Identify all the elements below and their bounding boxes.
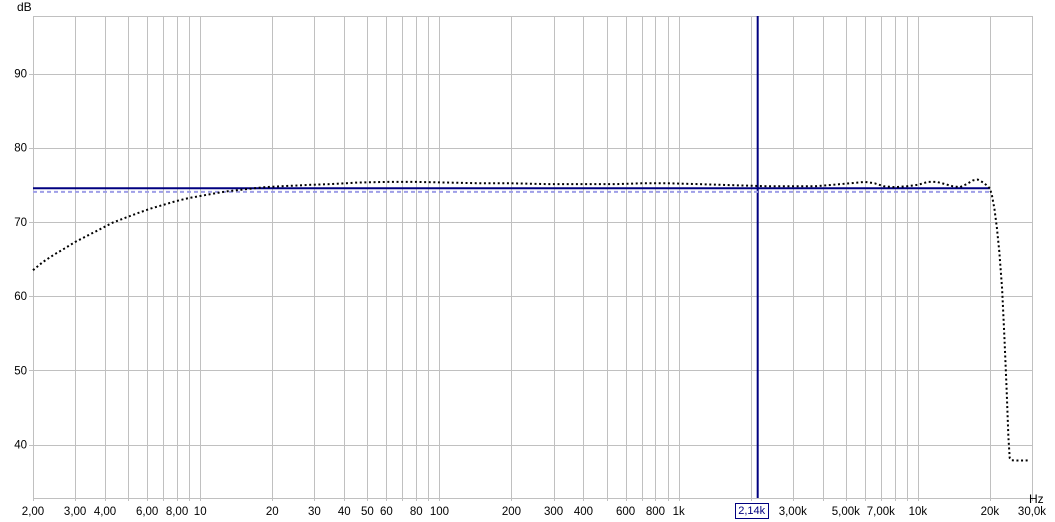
- y-tick-label: 40: [14, 440, 27, 452]
- x-tick-label: 6,00: [136, 506, 158, 518]
- x-tick-label: 2,00: [22, 506, 44, 518]
- x-tick-label: 30,0k: [1018, 506, 1046, 518]
- x-tick-label: 400: [574, 506, 593, 518]
- x-tick-label: 30: [308, 506, 321, 518]
- x-tick-label: 3,00: [64, 506, 86, 518]
- x-tick-label: 200: [502, 506, 521, 518]
- y-tick-label: 50: [14, 365, 27, 377]
- x-tick-label: 800: [646, 506, 665, 518]
- y-tick-label: 80: [14, 143, 27, 155]
- x-tick-label: 3,00k: [779, 506, 807, 518]
- x-tick-label: 100: [430, 506, 449, 518]
- x-tick-label: 80: [410, 506, 423, 518]
- grid: [29, 16, 1033, 501]
- tick-labels: 90 80 70 60 50 40 2,00 3,00 4,00 6,00 8,00 10 20 30 40…: [14, 69, 1046, 518]
- x-tick-label: 50: [361, 506, 374, 518]
- x-tick-label: 10k: [909, 506, 928, 518]
- x-tick-label: 40: [338, 506, 351, 518]
- x-axis-unit-label: Hz: [1029, 492, 1044, 506]
- x-tick-label: 1k: [673, 506, 685, 518]
- x-tick-label: 4,00: [94, 506, 116, 518]
- x-tick-label: 20: [266, 506, 279, 518]
- x-tick-label: 60: [380, 506, 393, 518]
- series-2-dotted: [32, 178, 1030, 462]
- x-tick-label: 300: [544, 506, 563, 518]
- x-tick-label: 20k: [981, 506, 1000, 518]
- y-tick-label: 60: [14, 291, 27, 303]
- x-tick-label: 7,00k: [867, 506, 895, 518]
- y-axis-unit-label: dB: [17, 0, 32, 14]
- x-tick-label: 600: [616, 506, 635, 518]
- x-tick-label: 8,00: [166, 506, 188, 518]
- x-tick-label: 5,00k: [832, 506, 860, 518]
- y-tick-label: 90: [14, 69, 27, 81]
- x-tick-label: 10: [194, 506, 207, 518]
- cursor-frequency-readout[interactable]: 2,14k: [734, 503, 769, 519]
- y-tick-label: 70: [14, 217, 27, 229]
- plot-border: [33, 16, 1033, 499]
